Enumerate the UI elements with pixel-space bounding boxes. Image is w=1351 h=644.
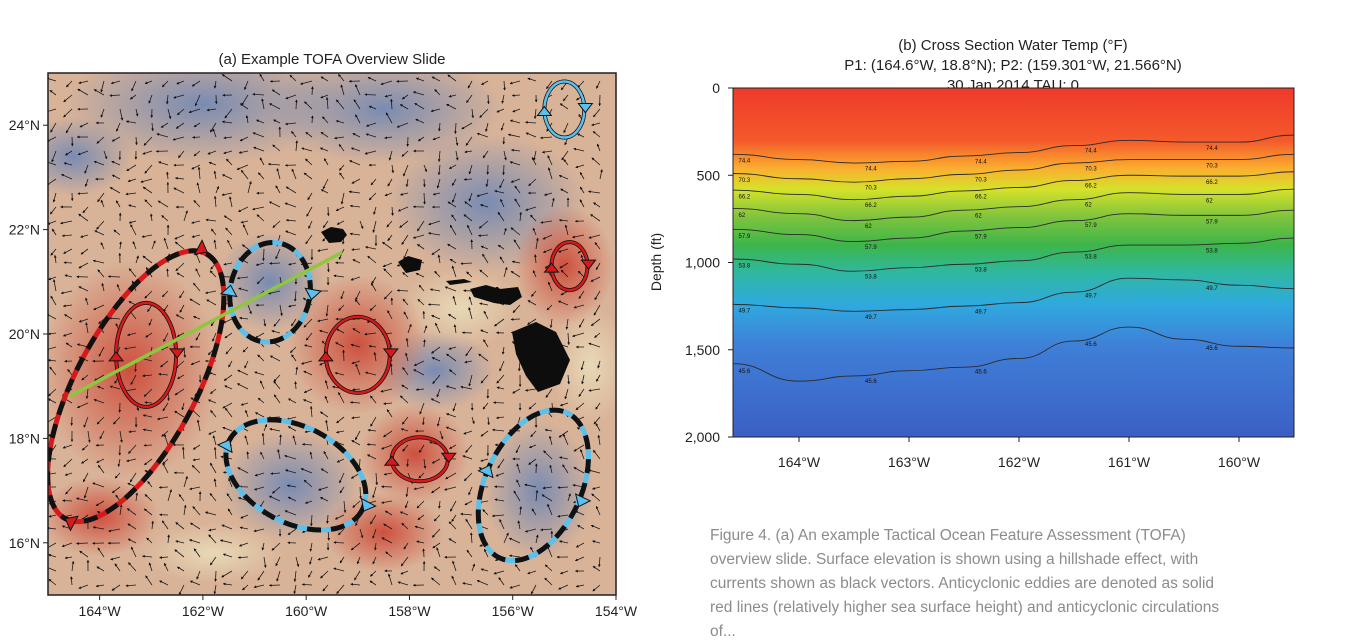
y-tick-label: 1,000: [685, 255, 720, 271]
x-tick-label: 164°W: [778, 454, 821, 470]
isotherm-label: 57.9: [865, 245, 877, 251]
isotherm-label: 49.7: [975, 309, 987, 315]
caption-line: red lines (relatively higher sea surface…: [710, 596, 1350, 620]
isotherm-label: 74.4: [975, 159, 987, 165]
isotherm-label: 49.7: [1085, 293, 1097, 299]
isotherm-label: 57.9: [1085, 223, 1097, 229]
isotherm-label: 45.6: [975, 369, 987, 375]
isotherm-label: 66.2: [1085, 183, 1097, 189]
isotherm-label: 70.3: [1206, 164, 1218, 170]
isotherm-label: 53.8: [1206, 248, 1218, 254]
x-tick-label: 160°W: [1218, 454, 1261, 470]
isotherm-label: 66.2: [975, 194, 987, 200]
caption-line: Figure 4. (a) An example Tactical Ocean …: [710, 524, 1350, 548]
isotherm-label: 62: [865, 224, 872, 230]
isotherm-label: 53.8: [739, 263, 751, 269]
y-tick-label: 1,500: [685, 342, 720, 358]
isotherm-label: 62: [1085, 202, 1092, 208]
isotherm-label: 45.6: [865, 379, 877, 385]
y-tick-label: 0: [712, 80, 720, 96]
caption-line: of...: [710, 620, 1350, 644]
temperature-field: [733, 88, 1294, 437]
isotherm-label: 45.6: [1206, 346, 1218, 352]
isotherm-label: 66.2: [739, 194, 751, 200]
isotherm-label: 70.3: [865, 186, 877, 192]
isotherm-label: 57.9: [739, 234, 751, 240]
isotherm-label: 70.3: [1085, 166, 1097, 172]
isotherm-label: 74.4: [1206, 146, 1218, 152]
x-tick-label: 161°W: [1108, 454, 1151, 470]
y-tick-label: 2,000: [685, 429, 720, 445]
isotherm-label: 57.9: [975, 234, 987, 240]
cross-section-y-axis: 0 500 1,000 1,500 2,000: [685, 80, 733, 445]
isotherm-label: 62: [1206, 198, 1213, 204]
isotherm-label: 62: [975, 213, 982, 219]
y-tick-label: 500: [697, 167, 721, 183]
cross-section-x-axis: 164°W 163°W 162°W 161°W 160°W: [778, 437, 1261, 470]
figure-caption: Figure 4. (a) An example Tactical Ocean …: [710, 524, 1350, 644]
isotherm-label: 74.4: [865, 167, 877, 173]
isotherm-label: 49.7: [739, 309, 751, 315]
isotherm-label: 66.2: [865, 203, 877, 209]
isotherm-label: 45.6: [739, 369, 751, 375]
x-tick-label: 162°W: [998, 454, 1041, 470]
caption-line: currents shown as black vectors. Anticyc…: [710, 572, 1350, 596]
y-axis-label: Depth (ft): [648, 233, 664, 291]
isotherm-label: 49.7: [865, 315, 877, 321]
isotherm-label: 62: [739, 213, 746, 219]
x-tick-label: 163°W: [888, 454, 931, 470]
isotherm-label: 70.3: [975, 178, 987, 184]
isotherm-label: 66.2: [1206, 180, 1218, 186]
isotherm-label: 53.8: [975, 268, 987, 274]
isotherm-label: 74.4: [1085, 149, 1097, 155]
isotherm-label: 49.7: [1206, 286, 1218, 292]
isotherm-label: 57.9: [1206, 219, 1218, 225]
isotherm-label: 45.6: [1085, 342, 1097, 348]
isotherm-label: 53.8: [865, 275, 877, 281]
caption-line: overview slide. Surface elevation is sho…: [710, 548, 1350, 572]
isotherm-label: 53.8: [1085, 255, 1097, 261]
isotherm-label: 70.3: [739, 178, 751, 184]
isotherm-label: 74.4: [739, 159, 751, 165]
